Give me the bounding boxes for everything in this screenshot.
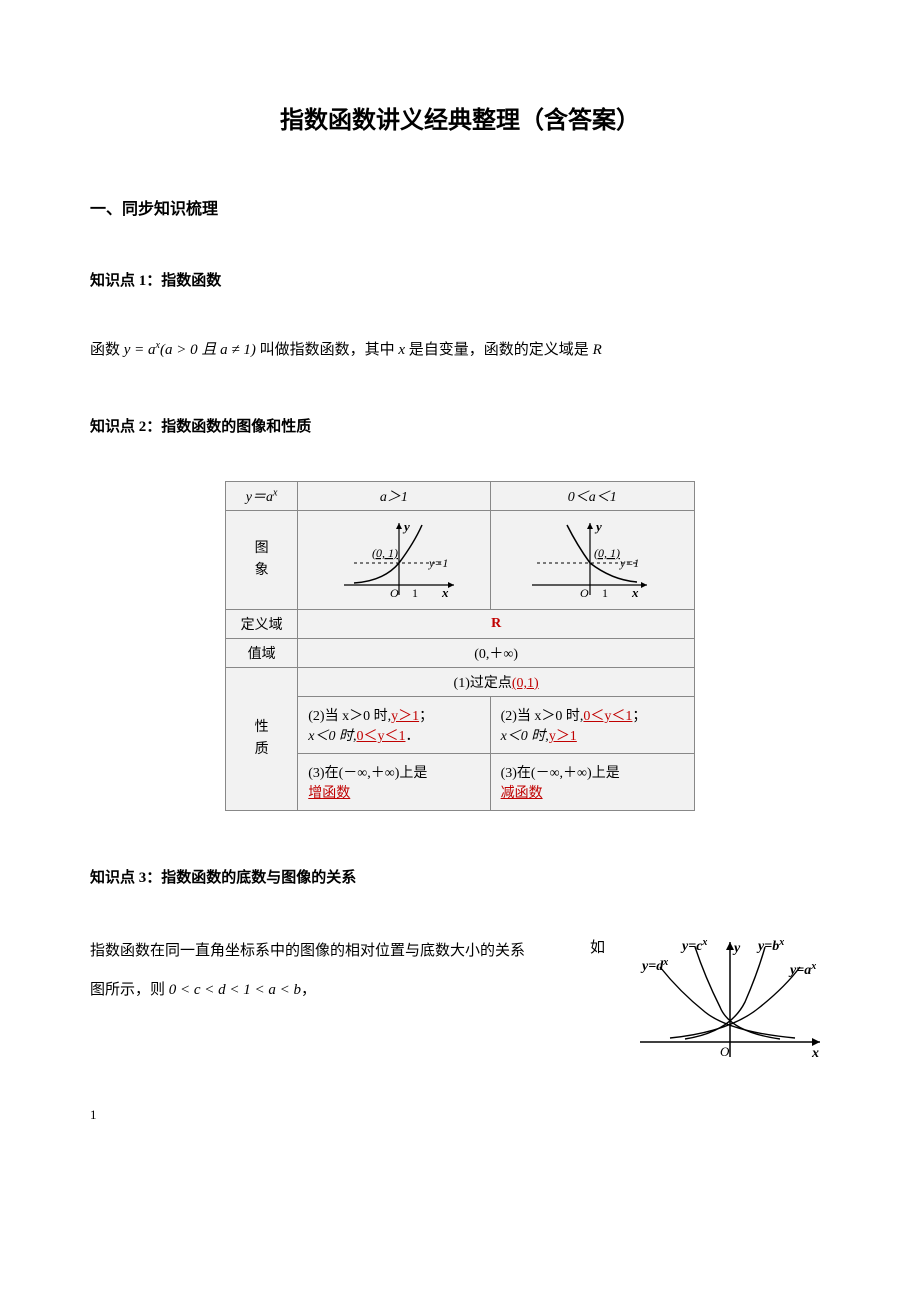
svg-text:1: 1 [412, 586, 418, 600]
cell-graph-increasing: (0, 1) y=1 O 1 x y [298, 511, 490, 610]
svg-text:y=1: y=1 [428, 556, 448, 570]
cell-graph-decreasing: (0, 1) y=1 O 1 x y [490, 511, 694, 610]
document-title: 指数函数讲义经典整理（含答案） [90, 100, 830, 135]
kp1-text-mid2: 是自变量，函数的定义域是 [405, 342, 593, 358]
graph-increasing-icon: (0, 1) y=1 O 1 x y [324, 515, 464, 605]
kp1-text-prefix: 函数 [90, 342, 124, 358]
table-row: 定义域 R [226, 610, 695, 639]
p3l-a: (3)在(－∞,＋∞)上是 [308, 766, 427, 781]
cell-range-value: (0,＋∞) [298, 639, 695, 668]
cell-prop3-left: (3)在(－∞,＋∞)上是增函数 [298, 754, 490, 811]
cell-a-lt-1: 0＜a＜1 [490, 482, 694, 511]
kp1-formula: y = ax(a > 0 且 a ≠ 1) [124, 342, 256, 358]
kp3-line1: 指数函数在同一直角坐标系中的图像的相对位置与底数大小的关系 [90, 943, 525, 959]
svg-text:x: x [811, 1046, 819, 1061]
svg-text:O: O [390, 586, 399, 600]
cell-formula: y＝ax [226, 482, 298, 511]
kp3-text-block: 指数函数在同一直角坐标系中的图像的相对位置与底数大小的关系 图所示，则 0 < … [90, 932, 580, 1010]
p3l-b: 增函数 [308, 786, 350, 801]
p2l-d: x＜0 时, [308, 729, 356, 744]
svg-text:1: 1 [602, 586, 608, 600]
svg-text:(0, 1): (0, 1) [594, 546, 620, 560]
section-1-heading: 一、同步知识梳理 [90, 195, 830, 219]
svg-text:y=bx: y=bx [756, 937, 784, 954]
p2r-c: ； [632, 709, 646, 724]
cell-domain-value: R [298, 610, 695, 639]
svg-text:x: x [631, 585, 639, 600]
svg-text:y=ax: y=ax [788, 961, 816, 978]
p2l-b: y＞1 [391, 709, 419, 724]
cell-prop2-right: (2)当 x＞0 时,0＜y＜1； x＜0 时,y＞1 [490, 697, 694, 754]
cell-a-gt-1: a＞1 [298, 482, 490, 511]
p3r-b: 减函数 [501, 786, 543, 801]
cell-range-label: 值域 [226, 639, 298, 668]
cell-fixed-point: (1)过定点(0,1) [298, 668, 695, 697]
p2r-e: y＞1 [549, 729, 577, 744]
p2r-b: 0＜y＜1 [583, 709, 632, 724]
graph-decreasing-icon: (0, 1) y=1 O 1 x y [522, 515, 662, 605]
table-row: y＝ax a＞1 0＜a＜1 [226, 482, 695, 511]
kp1-heading: 知识点 1：指数函数 [90, 269, 830, 290]
kp1-text-mid: 叫做指数函数，其中 [256, 342, 399, 358]
kp3-inequality: 0 < c < d < 1 < a < b [169, 982, 301, 998]
kp3-line2-post: ， [301, 982, 316, 998]
svg-text:(0, 1): (0, 1) [372, 546, 398, 560]
svg-text:y: y [594, 519, 602, 534]
cell-graph-label: 图象 [226, 511, 298, 610]
table-row: 图象 (0, 1) y=1 O 1 x y [226, 511, 695, 610]
kp3-line2-pre: 图所示，则 [90, 982, 169, 998]
cell-props-label: 性质 [226, 668, 298, 811]
cell-prop2-left: (2)当 x＞0 时,y＞1； x＜0 时,0＜y＜1． [298, 697, 490, 754]
p2l-c: ； [419, 709, 433, 724]
kp3-tail-col: 如 [590, 932, 620, 965]
p2r-a: (2)当 x＞0 时, [501, 709, 584, 724]
base-comparison-graph-icon: y=cx y=dx y=bx y=ax y x O [630, 932, 830, 1072]
p2l-e: 0＜y＜1 [356, 729, 405, 744]
svg-text:x: x [441, 585, 449, 600]
cell-prop3-right: (3)在(－∞,＋∞)上是减函数 [490, 754, 694, 811]
table-row: 性质 (1)过定点(0,1) [226, 668, 695, 697]
kp3-block: 指数函数在同一直角坐标系中的图像的相对位置与底数大小的关系 图所示，则 0 < … [90, 932, 830, 1077]
p2l-f: ． [405, 729, 419, 744]
p2r-d: x＜0 时, [501, 729, 549, 744]
svg-text:O: O [720, 1044, 730, 1059]
fixed-point-text: (1)过定点 [454, 676, 512, 691]
cell-domain-label: 定义域 [226, 610, 298, 639]
p2l-a: (2)当 x＞0 时, [308, 709, 391, 724]
fixed-point-value: (0,1) [512, 676, 539, 691]
table-row: 值域 (0,＋∞) [226, 639, 695, 668]
p3r-a: (3)在(－∞,＋∞)上是 [501, 766, 620, 781]
svg-text:O: O [580, 586, 589, 600]
kp3-line1-tail: 如 [590, 940, 605, 956]
svg-text:y: y [732, 941, 741, 956]
svg-text:y=1: y=1 [619, 556, 639, 570]
kp2-heading: 知识点 2：指数函数的图像和性质 [90, 415, 830, 436]
svg-text:y=cx: y=cx [680, 937, 707, 954]
properties-table: y＝ax a＞1 0＜a＜1 图象 (0, 1) y=1 O 1 x y [225, 481, 695, 811]
kp1-var-R: R [593, 342, 602, 358]
svg-text:y: y [402, 519, 410, 534]
kp3-heading: 知识点 3：指数函数的底数与图像的关系 [90, 866, 830, 887]
page-number: 1 [90, 1107, 830, 1123]
kp3-graph: y=cx y=dx y=bx y=ax y x O [630, 932, 830, 1077]
kp1-paragraph: 函数 y = ax(a > 0 且 a ≠ 1) 叫做指数函数，其中 x 是自变… [90, 335, 830, 365]
